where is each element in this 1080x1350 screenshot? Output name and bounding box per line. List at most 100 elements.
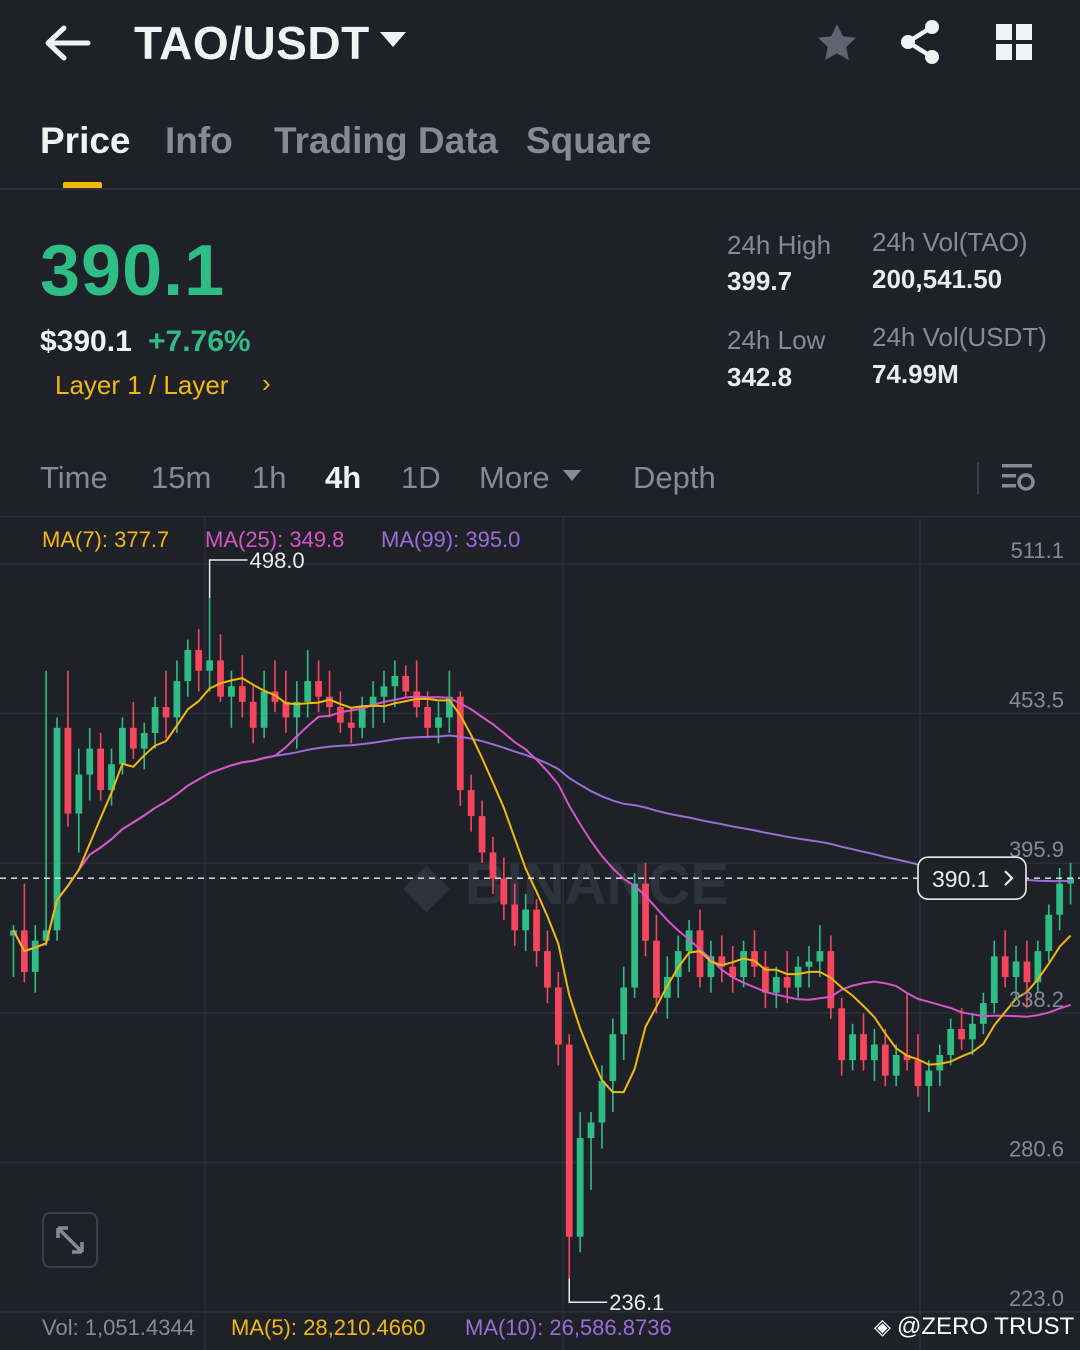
candle <box>184 649 192 682</box>
candle <box>195 649 203 671</box>
tab-info[interactable]: Info <box>165 120 233 161</box>
candle <box>707 956 715 978</box>
candle <box>478 816 486 853</box>
vol-base-value: 200,541.50 <box>872 264 1003 294</box>
candle <box>522 909 530 931</box>
candle <box>947 1029 955 1055</box>
candle <box>762 966 769 993</box>
watermark-logo: ◆ BINANCE <box>402 852 729 917</box>
chart-settings-icon[interactable] <box>998 458 1038 498</box>
grid-icon[interactable] <box>994 22 1034 62</box>
candle <box>565 1044 573 1237</box>
candle <box>914 1060 922 1087</box>
back-arrow-icon[interactable] <box>40 20 92 66</box>
candle <box>380 686 388 697</box>
candle <box>620 987 628 1035</box>
candle <box>969 1023 976 1040</box>
candle <box>489 852 497 879</box>
candle <box>10 930 17 936</box>
candle <box>435 717 442 728</box>
candle <box>86 748 94 775</box>
candle <box>751 951 758 967</box>
candle <box>337 707 344 723</box>
tab-price[interactable]: Price <box>40 120 131 161</box>
candle <box>271 691 279 702</box>
high-marker-line <box>208 559 248 599</box>
candle <box>347 722 355 728</box>
chevron-right-icon[interactable]: › <box>262 368 271 398</box>
candlestick-chart[interactable]: ◆ BINANCE 511.1453.5395.9338.2280.6223.0… <box>0 518 1080 1350</box>
candle <box>740 951 747 978</box>
candle <box>958 1029 965 1040</box>
candle <box>326 696 333 708</box>
candle <box>1001 956 1009 978</box>
candle <box>445 696 453 718</box>
ma99-label: MA(99): 395.0 <box>381 527 521 552</box>
tf-1h[interactable]: 1h <box>252 460 287 495</box>
caret-down-icon[interactable] <box>380 32 406 47</box>
tf-depth[interactable]: Depth <box>633 460 716 495</box>
divider <box>977 462 979 494</box>
ma25-label: MA(25): 349.8 <box>205 527 345 552</box>
ma99-line <box>12 734 1071 953</box>
candle <box>576 1138 584 1237</box>
low-marker-line <box>568 1278 608 1303</box>
candle <box>228 686 235 697</box>
candle <box>173 681 181 718</box>
candle <box>925 1070 933 1087</box>
star-icon[interactable] <box>814 20 860 66</box>
candle <box>217 660 224 697</box>
candle <box>881 1044 889 1076</box>
category-tag[interactable]: Layer 1 / Layer <box>55 370 229 400</box>
candle <box>805 961 813 967</box>
candle <box>544 951 551 988</box>
low-label: 24h Low <box>727 325 826 355</box>
tab-trading-data[interactable]: Trading Data <box>274 120 499 161</box>
expand-chart-button[interactable] <box>42 1212 98 1268</box>
candle <box>75 774 83 814</box>
low-value: 342.8 <box>727 362 793 392</box>
candle <box>500 878 508 905</box>
divider <box>0 188 1080 190</box>
candle <box>729 966 737 978</box>
candle <box>696 930 704 978</box>
tf-more[interactable]: More <box>479 460 550 495</box>
candle <box>53 727 61 931</box>
caret-down-icon[interactable] <box>563 470 581 481</box>
candle <box>533 909 540 952</box>
ma25-line <box>12 695 1071 1018</box>
candle <box>816 951 824 962</box>
candle <box>129 727 137 749</box>
candle <box>794 966 802 988</box>
candle <box>554 987 562 1045</box>
candle <box>772 977 780 993</box>
active-tab-indicator <box>63 182 102 189</box>
tab-square[interactable]: Square <box>526 120 652 161</box>
candle <box>1012 961 1020 978</box>
candle <box>1034 951 1042 983</box>
candle <box>979 1003 987 1024</box>
candle <box>838 1008 846 1061</box>
candle <box>903 1054 911 1061</box>
current-price-label: 390.1 <box>932 866 990 892</box>
high-marker-label: 498.0 <box>250 548 305 573</box>
candle <box>293 701 301 718</box>
current-price-tag[interactable] <box>917 856 1027 900</box>
candle <box>783 977 791 988</box>
candle <box>467 790 475 817</box>
chevron-right-icon <box>1004 870 1014 886</box>
tf-time[interactable]: Time <box>40 460 108 495</box>
candle <box>849 1034 856 1061</box>
share-icon[interactable] <box>898 18 944 66</box>
tf-1d[interactable]: 1D <box>401 460 441 495</box>
pair-title[interactable]: TAO/USDT <box>134 17 370 69</box>
candle <box>1023 961 1031 983</box>
vol-quote-value: 74.99M <box>872 359 959 389</box>
candle <box>936 1054 944 1071</box>
candle <box>1045 914 1053 952</box>
candle <box>631 883 639 988</box>
tf-15m[interactable]: 15m <box>151 460 212 495</box>
tf-4h[interactable]: 4h <box>325 460 362 495</box>
candle <box>304 681 312 702</box>
candle <box>598 1080 606 1123</box>
